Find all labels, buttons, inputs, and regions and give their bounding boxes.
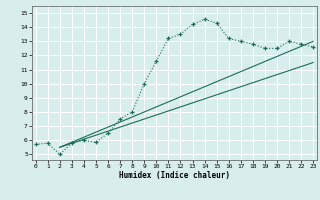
X-axis label: Humidex (Indice chaleur): Humidex (Indice chaleur) xyxy=(119,171,230,180)
